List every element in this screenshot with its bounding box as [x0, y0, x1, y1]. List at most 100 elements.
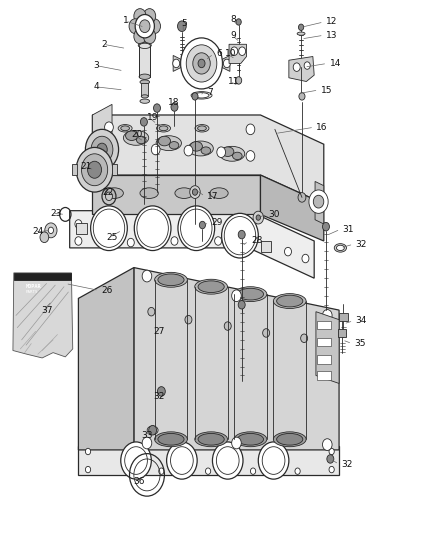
Circle shape: [198, 59, 205, 68]
Text: 35: 35: [354, 339, 366, 348]
Circle shape: [91, 136, 113, 163]
Text: 30: 30: [268, 210, 280, 219]
Ellipse shape: [334, 244, 346, 252]
Ellipse shape: [138, 43, 151, 48]
Circle shape: [149, 425, 156, 435]
Circle shape: [329, 448, 334, 455]
Circle shape: [177, 21, 186, 31]
Text: 12: 12: [326, 18, 337, 27]
Polygon shape: [134, 268, 339, 450]
Ellipse shape: [277, 433, 303, 445]
Polygon shape: [229, 44, 247, 63]
Circle shape: [223, 59, 230, 68]
Circle shape: [298, 192, 306, 202]
Circle shape: [256, 215, 261, 220]
Circle shape: [327, 455, 334, 463]
Circle shape: [253, 211, 264, 224]
Text: 14: 14: [329, 59, 341, 68]
Circle shape: [48, 227, 53, 233]
Circle shape: [40, 232, 49, 243]
Text: 16: 16: [316, 123, 328, 132]
Text: 2: 2: [101, 40, 107, 49]
Circle shape: [322, 310, 332, 321]
Polygon shape: [13, 273, 73, 358]
Ellipse shape: [156, 125, 170, 132]
Circle shape: [322, 222, 329, 231]
Text: 15: 15: [321, 85, 332, 94]
Text: 6: 6: [216, 50, 222, 58]
Circle shape: [185, 316, 192, 324]
Text: 26: 26: [101, 286, 113, 295]
Bar: [14, 273, 71, 280]
Ellipse shape: [124, 131, 149, 146]
Circle shape: [322, 439, 332, 450]
Polygon shape: [173, 55, 180, 71]
Ellipse shape: [198, 281, 224, 293]
Circle shape: [205, 468, 211, 474]
Bar: [261, 241, 272, 252]
Bar: [317, 338, 331, 346]
Ellipse shape: [336, 245, 344, 251]
Ellipse shape: [195, 432, 227, 447]
Ellipse shape: [156, 136, 181, 151]
Text: 4: 4: [94, 82, 99, 91]
Polygon shape: [92, 175, 261, 214]
Circle shape: [180, 38, 223, 89]
Circle shape: [298, 24, 304, 30]
Circle shape: [232, 290, 241, 302]
Circle shape: [142, 437, 152, 449]
Text: 1: 1: [123, 17, 129, 26]
Ellipse shape: [126, 131, 138, 141]
Circle shape: [192, 189, 198, 195]
Text: 11: 11: [228, 77, 239, 86]
Circle shape: [144, 9, 155, 23]
Ellipse shape: [277, 295, 303, 307]
Text: 27: 27: [153, 327, 165, 336]
Circle shape: [309, 190, 328, 213]
Text: 18: 18: [168, 98, 180, 107]
Text: 29: 29: [212, 219, 223, 228]
Polygon shape: [92, 115, 324, 204]
Ellipse shape: [155, 432, 187, 447]
Ellipse shape: [140, 99, 150, 103]
Circle shape: [293, 63, 300, 71]
Text: 32: 32: [153, 392, 165, 401]
Circle shape: [140, 20, 150, 33]
Polygon shape: [261, 175, 324, 241]
Ellipse shape: [234, 287, 267, 302]
Circle shape: [232, 437, 241, 449]
Polygon shape: [315, 181, 324, 224]
Text: 25: 25: [107, 233, 118, 242]
Polygon shape: [223, 55, 230, 71]
Text: 33: 33: [142, 431, 153, 440]
Text: 21: 21: [81, 162, 92, 171]
Circle shape: [85, 448, 91, 455]
Ellipse shape: [194, 93, 209, 98]
Circle shape: [217, 147, 226, 158]
Circle shape: [246, 151, 255, 161]
Circle shape: [148, 308, 155, 316]
Circle shape: [151, 144, 160, 155]
Circle shape: [157, 386, 165, 396]
Ellipse shape: [195, 125, 209, 132]
Ellipse shape: [273, 432, 306, 447]
Circle shape: [91, 206, 127, 251]
Circle shape: [106, 192, 113, 200]
Circle shape: [258, 442, 289, 479]
Circle shape: [173, 59, 180, 68]
Circle shape: [85, 466, 91, 473]
Circle shape: [105, 149, 113, 159]
Bar: [338, 329, 346, 337]
Circle shape: [129, 19, 141, 34]
Polygon shape: [78, 446, 339, 475]
Ellipse shape: [201, 147, 211, 155]
Bar: [317, 371, 331, 379]
Ellipse shape: [139, 43, 150, 49]
Circle shape: [75, 237, 82, 245]
Ellipse shape: [175, 188, 193, 198]
Circle shape: [171, 103, 178, 111]
Circle shape: [199, 221, 205, 229]
Ellipse shape: [158, 274, 184, 286]
Ellipse shape: [222, 147, 234, 157]
Circle shape: [75, 220, 82, 228]
